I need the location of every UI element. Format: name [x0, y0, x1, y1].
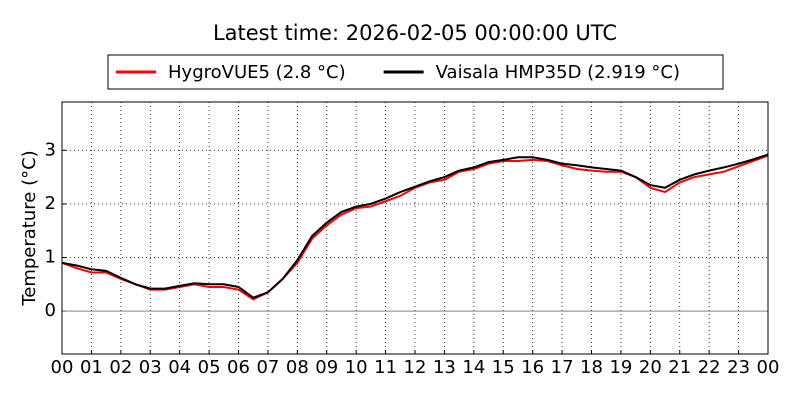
- x-tick-label: 00: [757, 357, 780, 378]
- y-tick-label: 2: [45, 193, 56, 214]
- x-tick-label: 20: [639, 357, 662, 378]
- legend-label: HygroVUE5 (2.8 °C): [168, 62, 346, 83]
- x-tick-label: 19: [609, 357, 632, 378]
- x-tick-label: 10: [345, 357, 368, 378]
- x-tick-label: 08: [286, 357, 309, 378]
- x-tick-label: 22: [698, 357, 721, 378]
- x-tick-label: 05: [198, 357, 221, 378]
- x-tick-label: 18: [580, 357, 603, 378]
- x-tick-label: 03: [139, 357, 162, 378]
- x-tick-label: 07: [256, 357, 279, 378]
- x-tick-label: 12: [404, 357, 427, 378]
- plot-frame: [61, 101, 769, 355]
- data-line: [61, 153, 769, 299]
- legend-label: Vaisala HMP35D (2.919 °C): [436, 62, 680, 83]
- x-tick-label: 00: [51, 357, 74, 378]
- x-tick-label: 11: [374, 357, 397, 378]
- x-tick-label: 02: [109, 357, 132, 378]
- x-tick-label: 06: [227, 357, 250, 378]
- y-axis-label: Temperature (°C): [19, 150, 40, 306]
- data-line: [61, 154, 769, 301]
- x-tick-label: 16: [521, 357, 544, 378]
- x-tick-label: 01: [80, 357, 103, 378]
- plot-area: [62, 102, 768, 354]
- chart-title: Latest time: 2026-02-05 00:00:00 UTC: [213, 21, 617, 45]
- x-tick-label: 04: [168, 357, 191, 378]
- y-tick-label: 1: [45, 246, 56, 267]
- x-tick-label: 21: [668, 357, 691, 378]
- y-tick-label: 3: [45, 139, 56, 160]
- x-tick-label: 09: [315, 357, 338, 378]
- y-tick-label: 0: [45, 300, 56, 321]
- x-tick-label: 15: [492, 357, 515, 378]
- x-tick-label: 14: [462, 357, 485, 378]
- x-tick-label: 13: [433, 357, 456, 378]
- x-tick-label: 23: [727, 357, 750, 378]
- x-tick-label: 17: [551, 357, 574, 378]
